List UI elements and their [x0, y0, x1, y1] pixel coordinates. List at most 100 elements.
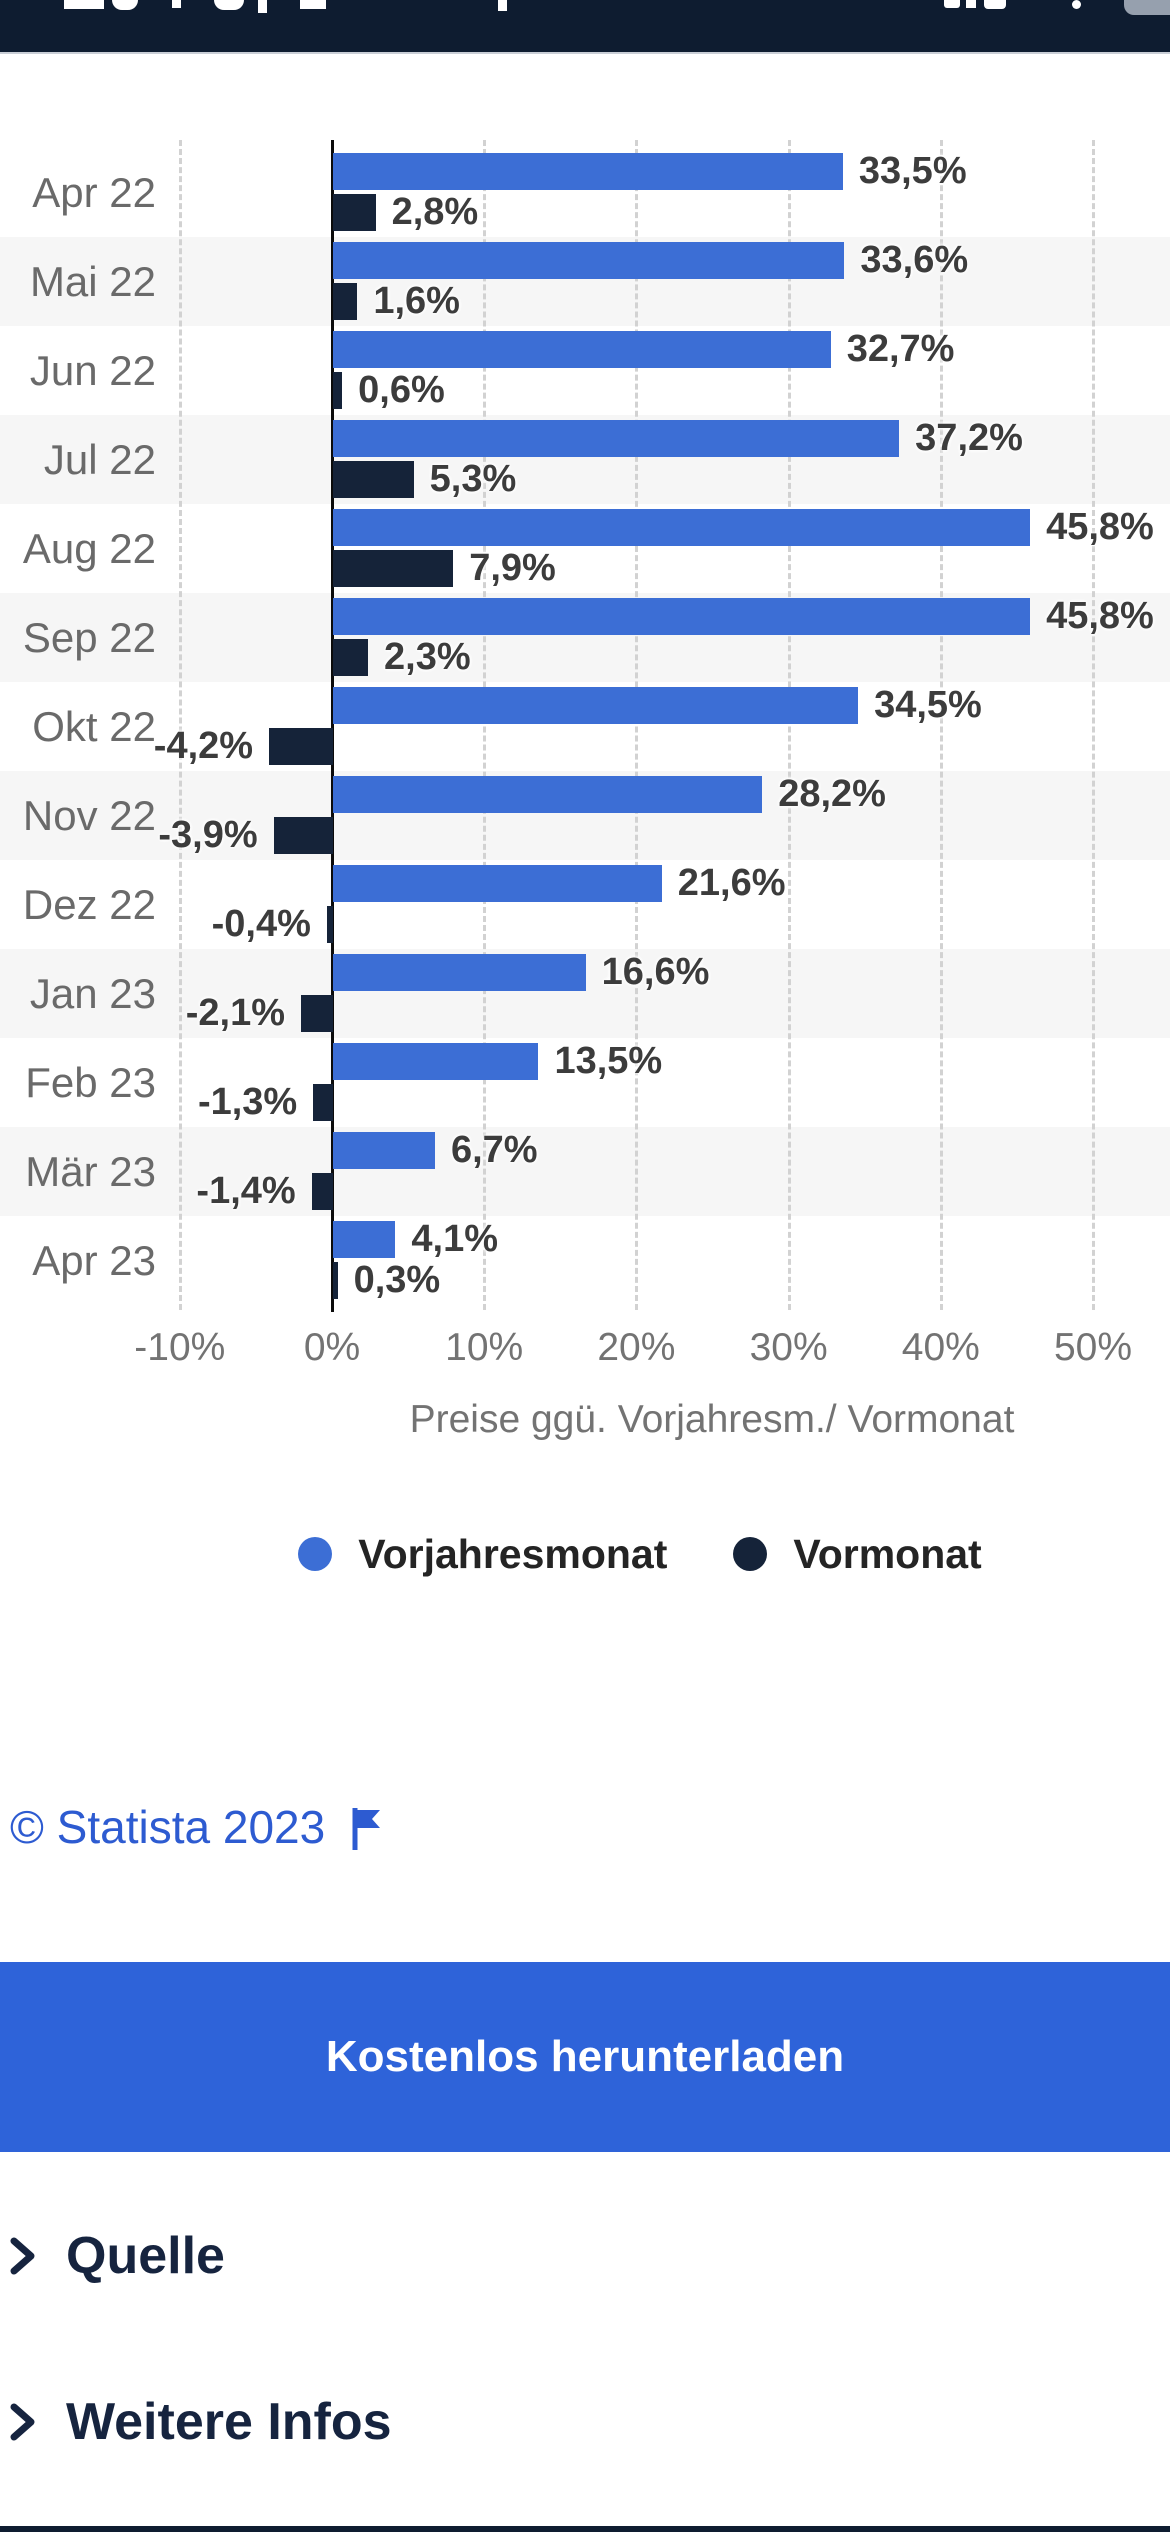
bar-vorjahresmonat[interactable] [333, 598, 1031, 635]
bar-vorjahresmonat[interactable] [333, 1043, 539, 1080]
clipped-status-icon [966, 0, 976, 8]
chevron-right-icon [10, 2237, 35, 2275]
app-header-bar [0, 0, 1170, 54]
legend-label: Vormonat [793, 1530, 982, 1577]
bar-value-label: 45,8% [1046, 506, 1154, 548]
bar-value-label: 7,9% [469, 547, 556, 589]
bar-vorjahresmonat[interactable] [333, 687, 859, 724]
bar-value-label: 4,1% [411, 1218, 499, 1260]
bar-value-label: 2,8% [391, 191, 479, 233]
category-label: Nov 22 [22, 792, 156, 839]
bar-value-label: 5,3% [429, 458, 517, 500]
bar-chart: Apr 22 33,5% 2,8% Mai 22 33,6% 1,6% Jun 22 32,7… [0, 140, 1170, 1369]
bar-value-label: 16,6% [601, 951, 710, 993]
bar-vorjahresmonat[interactable] [333, 509, 1031, 546]
gridline [1092, 140, 1095, 1310]
bar-vorjahresmonat[interactable] [333, 153, 843, 190]
clipped-header-text-fragment [172, 0, 181, 8]
category-label: Jun 22 [29, 347, 156, 394]
bar-vormonat[interactable] [333, 639, 368, 676]
bar-vorjahresmonat[interactable] [333, 1221, 396, 1258]
bar-vormonat[interactable] [326, 906, 333, 943]
bar-vormonat[interactable] [273, 817, 333, 854]
bar-vorjahresmonat[interactable] [333, 776, 763, 813]
bar-value-label: 28,2% [778, 773, 886, 815]
bar-vormonat[interactable] [269, 728, 333, 765]
bar-value-label: 32,7% [846, 328, 955, 370]
bar-vorjahresmonat[interactable] [333, 954, 586, 991]
category-label: Okt 22 [32, 703, 156, 750]
bar-vormonat[interactable] [333, 283, 358, 320]
bar-value-label: 45,8% [1046, 595, 1154, 637]
bar-vormonat[interactable] [311, 1173, 333, 1210]
clipped-header-text-fragment [112, 0, 138, 10]
x-axis-tick-label: 10% [445, 1326, 524, 1369]
category-label: Mär 23 [25, 1148, 156, 1195]
bar-vormonat[interactable] [333, 372, 343, 409]
clipped-header-text-fragment [64, 0, 104, 9]
download-free-button[interactable]: Kostenlos herunterladen [0, 1962, 1170, 2152]
accordion-label: Weitere Infos [66, 2393, 392, 2451]
bar-value-label: 1,6% [373, 280, 460, 322]
category-label: Dez 22 [22, 881, 156, 928]
gridline [635, 140, 639, 1310]
legend-dot-navy [733, 1537, 768, 1571]
legend-item-vorjahresmonat[interactable]: Vorjahresmonat [298, 1531, 667, 1578]
legend-item-vormonat[interactable]: Vormonat [733, 1530, 982, 1578]
bar-value-label: 21,6% [677, 862, 786, 904]
bar-vormonat[interactable] [301, 995, 333, 1032]
bar-vormonat[interactable] [333, 461, 414, 498]
gridline [939, 140, 943, 1310]
category-label: Apr 23 [32, 1237, 156, 1284]
bar-vormonat[interactable] [313, 1084, 333, 1121]
bar-value-label: 0,6% [358, 369, 445, 411]
header-pill-button[interactable] [1124, 0, 1170, 15]
category-label: Jan 23 [29, 970, 156, 1017]
bar-value-label: -0,4% [211, 903, 311, 945]
clipped-status-icon [944, 0, 960, 8]
category-label: Sep 22 [22, 614, 156, 661]
bar-vorjahresmonat[interactable] [333, 1132, 435, 1169]
legend-dot-blue [298, 1537, 333, 1571]
bar-vorjahresmonat[interactable] [333, 865, 662, 902]
flag-icon[interactable] [351, 1807, 383, 1851]
bar-value-label: 33,5% [858, 150, 967, 192]
gridline [787, 140, 791, 1310]
clipped-header-text-fragment [498, 0, 507, 11]
bar-value-label: 2,3% [384, 636, 471, 678]
x-axis-tick-label: 20% [597, 1326, 676, 1369]
bar-value-label: 34,5% [874, 684, 982, 726]
category-label: Feb 23 [25, 1059, 156, 1106]
bar-vorjahresmonat[interactable] [333, 242, 845, 279]
clipped-bottom-bar [0, 2526, 1170, 2532]
row-stripe [0, 1127, 1170, 1216]
bar-value-label: 37,2% [915, 417, 1023, 459]
x-axis-tick-label: 30% [749, 1326, 828, 1369]
category-label: Mai 22 [29, 258, 156, 305]
bar-value-label: -4,2% [153, 725, 254, 767]
accordion-weitere-infos[interactable]: Weitere Infos [6, 2382, 392, 2462]
bar-value-label: -3,9% [158, 814, 258, 856]
bar-value-label: 6,7% [450, 1129, 538, 1171]
bar-value-label: 0,3% [353, 1259, 441, 1301]
category-label: Jul 22 [43, 436, 156, 483]
legend-label: Vorjahresmonat [358, 1530, 668, 1577]
bar-vormonat[interactable] [333, 194, 376, 231]
bar-vormonat[interactable] [333, 550, 454, 587]
x-axis-tick-label: 50% [1053, 1326, 1133, 1369]
zero-axis-line [331, 140, 334, 1312]
category-label: Aug 22 [22, 525, 156, 572]
x-axis-tick-label: 0% [303, 1326, 361, 1369]
bar-vorjahresmonat[interactable] [333, 420, 900, 457]
statista-copyright-link[interactable]: © Statista 2023 [10, 1800, 383, 1854]
bar-vormonat[interactable] [333, 1262, 338, 1299]
bar-value-label: 13,5% [554, 1040, 663, 1082]
bar-vorjahresmonat[interactable] [333, 331, 831, 368]
bar-value-label: -2,1% [185, 992, 286, 1034]
gridline [483, 140, 487, 1310]
x-axis-tick-label: 40% [901, 1326, 980, 1369]
chevron-right-icon [10, 2403, 35, 2441]
x-axis-tick-label: -10% [134, 1326, 226, 1369]
accordion-quelle[interactable]: Quelle [6, 2216, 225, 2296]
copyright-text: © Statista 2023 [10, 1801, 326, 1853]
